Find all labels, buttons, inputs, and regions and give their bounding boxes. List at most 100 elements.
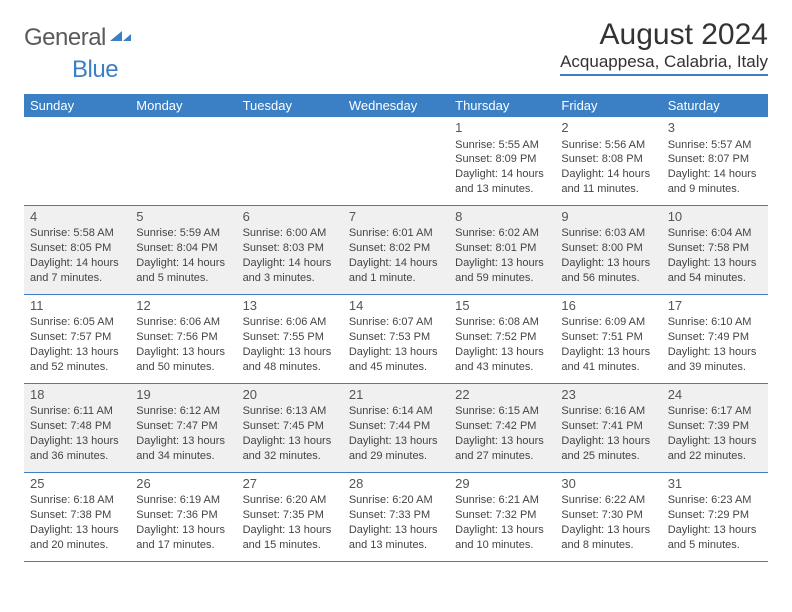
day-number: 12 (136, 297, 230, 315)
daylight-line: Daylight: 13 hours and 27 minutes. (455, 434, 549, 464)
daylight-line: Daylight: 13 hours and 32 minutes. (243, 434, 337, 464)
sunrise-line: Sunrise: 6:02 AM (455, 226, 549, 241)
sunset-line: Sunset: 7:52 PM (455, 330, 549, 345)
sunrise-line: Sunrise: 6:11 AM (30, 404, 124, 419)
day-number: 28 (349, 475, 443, 493)
calendar-table: SundayMondayTuesdayWednesdayThursdayFrid… (24, 94, 768, 562)
sunset-line: Sunset: 8:00 PM (561, 241, 655, 256)
calendar-day-cell: 10Sunrise: 6:04 AMSunset: 7:58 PMDayligh… (662, 205, 768, 294)
calendar-day-cell: 28Sunrise: 6:20 AMSunset: 7:33 PMDayligh… (343, 472, 449, 561)
weekday-header: Thursday (449, 94, 555, 117)
sunset-line: Sunset: 8:09 PM (455, 152, 549, 167)
calendar-day-cell: 29Sunrise: 6:21 AMSunset: 7:32 PMDayligh… (449, 472, 555, 561)
calendar-day-cell: 8Sunrise: 6:02 AMSunset: 8:01 PMDaylight… (449, 205, 555, 294)
sunset-line: Sunset: 7:39 PM (668, 419, 762, 434)
day-number: 14 (349, 297, 443, 315)
sunrise-line: Sunrise: 6:19 AM (136, 493, 230, 508)
sunrise-line: Sunrise: 5:57 AM (668, 138, 762, 153)
daylight-line: Daylight: 13 hours and 13 minutes. (349, 523, 443, 553)
day-number: 30 (561, 475, 655, 493)
sunset-line: Sunset: 8:02 PM (349, 241, 443, 256)
daylight-line: Daylight: 13 hours and 34 minutes. (136, 434, 230, 464)
sunset-line: Sunset: 7:51 PM (561, 330, 655, 345)
daylight-line: Daylight: 14 hours and 13 minutes. (455, 167, 549, 197)
calendar-day-cell: 22Sunrise: 6:15 AMSunset: 7:42 PMDayligh… (449, 383, 555, 472)
day-number: 19 (136, 386, 230, 404)
day-number: 25 (30, 475, 124, 493)
calendar-day-cell: 21Sunrise: 6:14 AMSunset: 7:44 PMDayligh… (343, 383, 449, 472)
day-number: 31 (668, 475, 762, 493)
sunrise-line: Sunrise: 6:14 AM (349, 404, 443, 419)
sunrise-line: Sunrise: 6:00 AM (243, 226, 337, 241)
calendar-day-cell: 6Sunrise: 6:00 AMSunset: 8:03 PMDaylight… (237, 205, 343, 294)
calendar-day-cell: 12Sunrise: 6:06 AMSunset: 7:56 PMDayligh… (130, 294, 236, 383)
calendar-day-cell: 4Sunrise: 5:58 AMSunset: 8:05 PMDaylight… (24, 205, 130, 294)
day-number: 11 (30, 297, 124, 315)
sunrise-line: Sunrise: 6:12 AM (136, 404, 230, 419)
calendar-day-cell: 14Sunrise: 6:07 AMSunset: 7:53 PMDayligh… (343, 294, 449, 383)
sunrise-line: Sunrise: 6:08 AM (455, 315, 549, 330)
sunset-line: Sunset: 8:07 PM (668, 152, 762, 167)
sunrise-line: Sunrise: 6:05 AM (30, 315, 124, 330)
day-number: 4 (30, 208, 124, 226)
daylight-line: Daylight: 14 hours and 7 minutes. (30, 256, 124, 286)
calendar-day-cell: 31Sunrise: 6:23 AMSunset: 7:29 PMDayligh… (662, 472, 768, 561)
logo-mark-icon (110, 25, 132, 48)
day-number: 9 (561, 208, 655, 226)
sunset-line: Sunset: 7:53 PM (349, 330, 443, 345)
sunrise-line: Sunrise: 6:06 AM (136, 315, 230, 330)
daylight-line: Daylight: 13 hours and 20 minutes. (30, 523, 124, 553)
sunset-line: Sunset: 7:33 PM (349, 508, 443, 523)
day-number: 16 (561, 297, 655, 315)
daylight-line: Daylight: 13 hours and 22 minutes. (668, 434, 762, 464)
day-number: 22 (455, 386, 549, 404)
day-number: 23 (561, 386, 655, 404)
sunset-line: Sunset: 8:08 PM (561, 152, 655, 167)
sunrise-line: Sunrise: 5:58 AM (30, 226, 124, 241)
weekday-header: Tuesday (237, 94, 343, 117)
calendar-week-row: 4Sunrise: 5:58 AMSunset: 8:05 PMDaylight… (24, 205, 768, 294)
sunrise-line: Sunrise: 6:06 AM (243, 315, 337, 330)
daylight-line: Daylight: 13 hours and 50 minutes. (136, 345, 230, 375)
daylight-line: Daylight: 13 hours and 39 minutes. (668, 345, 762, 375)
day-number: 2 (561, 119, 655, 137)
sunrise-line: Sunrise: 6:07 AM (349, 315, 443, 330)
sunset-line: Sunset: 7:42 PM (455, 419, 549, 434)
calendar-week-row: 25Sunrise: 6:18 AMSunset: 7:38 PMDayligh… (24, 472, 768, 561)
logo: General (24, 18, 134, 52)
sunset-line: Sunset: 8:04 PM (136, 241, 230, 256)
calendar-day-cell (343, 117, 449, 205)
sunset-line: Sunset: 7:36 PM (136, 508, 230, 523)
sunrise-line: Sunrise: 6:15 AM (455, 404, 549, 419)
weekday-header: Saturday (662, 94, 768, 117)
calendar-day-cell: 11Sunrise: 6:05 AMSunset: 7:57 PMDayligh… (24, 294, 130, 383)
sunset-line: Sunset: 7:38 PM (30, 508, 124, 523)
sunrise-line: Sunrise: 6:13 AM (243, 404, 337, 419)
day-number: 20 (243, 386, 337, 404)
location-text: Acquappesa, Calabria, Italy (560, 52, 768, 76)
sunrise-line: Sunrise: 6:17 AM (668, 404, 762, 419)
daylight-line: Daylight: 13 hours and 15 minutes. (243, 523, 337, 553)
sunset-line: Sunset: 8:03 PM (243, 241, 337, 256)
daylight-line: Daylight: 14 hours and 9 minutes. (668, 167, 762, 197)
daylight-line: Daylight: 13 hours and 8 minutes. (561, 523, 655, 553)
title-block: August 2024 Acquappesa, Calabria, Italy (560, 18, 768, 76)
weekday-header-row: SundayMondayTuesdayWednesdayThursdayFrid… (24, 94, 768, 117)
sunrise-line: Sunrise: 6:03 AM (561, 226, 655, 241)
daylight-line: Daylight: 14 hours and 1 minute. (349, 256, 443, 286)
sunset-line: Sunset: 7:32 PM (455, 508, 549, 523)
sunset-line: Sunset: 7:44 PM (349, 419, 443, 434)
daylight-line: Daylight: 13 hours and 52 minutes. (30, 345, 124, 375)
calendar-day-cell (130, 117, 236, 205)
sunset-line: Sunset: 7:57 PM (30, 330, 124, 345)
calendar-day-cell: 30Sunrise: 6:22 AMSunset: 7:30 PMDayligh… (555, 472, 661, 561)
calendar-day-cell: 7Sunrise: 6:01 AMSunset: 8:02 PMDaylight… (343, 205, 449, 294)
sunset-line: Sunset: 7:58 PM (668, 241, 762, 256)
weekday-header: Wednesday (343, 94, 449, 117)
month-title: August 2024 (560, 18, 768, 52)
sunrise-line: Sunrise: 5:59 AM (136, 226, 230, 241)
sunset-line: Sunset: 7:45 PM (243, 419, 337, 434)
sunrise-line: Sunrise: 6:23 AM (668, 493, 762, 508)
sunrise-line: Sunrise: 6:09 AM (561, 315, 655, 330)
calendar-day-cell: 16Sunrise: 6:09 AMSunset: 7:51 PMDayligh… (555, 294, 661, 383)
